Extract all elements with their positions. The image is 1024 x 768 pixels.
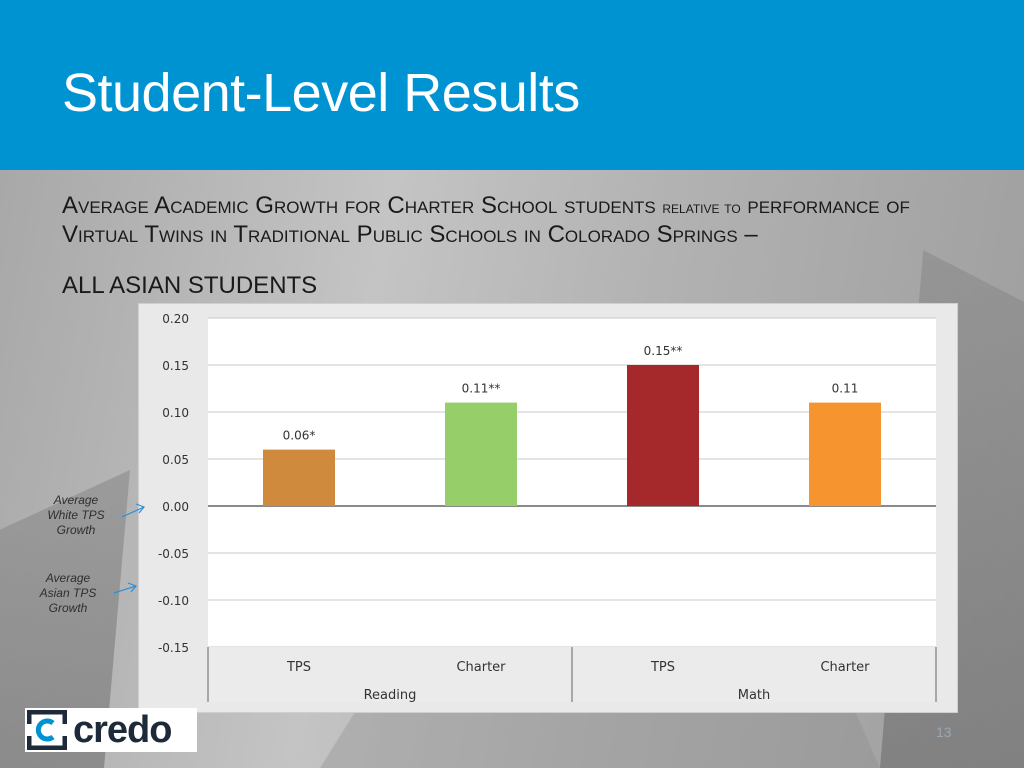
bar-chart: 0.20 0.15 0.10 0.05 0.00 -0.05 -0.10 -0.15 0.06*… [158, 312, 937, 703]
x-group-label: Math [738, 688, 771, 703]
bar [445, 402, 517, 506]
y-tick-label: -0.15 [158, 641, 189, 655]
chart-frame: 0.20 0.15 0.10 0.05 0.00 -0.05 -0.10 -0.15 0.06*… [138, 303, 958, 713]
y-tick-label: -0.05 [158, 547, 189, 561]
credo-logo: credo [25, 708, 197, 752]
arrow-white-tps [121, 506, 145, 518]
data-label: 0.15** [644, 344, 683, 358]
note-white-line2: White TPS [47, 508, 105, 522]
y-tick-label: 0.05 [162, 453, 189, 467]
y-tick-label: 0.00 [162, 500, 189, 514]
arrow-asian-tps [113, 585, 137, 594]
y-tick-label: -0.10 [158, 594, 189, 608]
x-tick-label: Charter [456, 660, 506, 675]
subtitle-part2: performance of Virtual Twins in Traditio… [62, 192, 910, 248]
bar [627, 365, 699, 506]
arrowhead-asian-tps [127, 582, 138, 593]
y-tick-label: 0.20 [162, 312, 189, 326]
page-number: 13 [936, 724, 952, 740]
credo-logo-icon [27, 710, 67, 750]
arrowhead-white-tps [135, 503, 146, 514]
page-title: Student-Level Results [62, 63, 580, 123]
note-asian-line3: Growth [48, 601, 88, 615]
data-label: 0.11** [462, 382, 501, 396]
subtitle-part1: Average Academic Growth for Charter Scho… [62, 192, 656, 219]
note-white-line1: Average [53, 493, 99, 507]
note-white-tps: Average White TPS Growth [40, 493, 112, 538]
note-asian-tps: Average Asian TPS Growth [32, 571, 104, 616]
data-label: 0.11 [832, 382, 859, 396]
bar [263, 449, 335, 506]
x-tick-label: Charter [820, 660, 870, 675]
note-white-line3: Growth [56, 523, 96, 537]
chart-subtitle-line2: ALL ASIAN STUDENTS [62, 272, 318, 299]
chart-subtitle: Average Academic Growth for Charter Scho… [62, 192, 922, 248]
y-tick-label: 0.10 [162, 406, 189, 420]
x-group-label: Reading [364, 688, 417, 703]
x-tick-label: TPS [286, 660, 311, 675]
x-tick-label: TPS [650, 660, 675, 675]
bar [809, 402, 881, 506]
subtitle-small: relative to [662, 198, 741, 217]
header-bar: Student-Level Results [0, 0, 1024, 170]
credo-logo-text: credo [73, 708, 172, 751]
note-asian-line1: Average [45, 571, 91, 585]
y-tick-label: 0.15 [162, 359, 189, 373]
data-label: 0.06* [283, 429, 316, 443]
note-asian-line2: Asian TPS [39, 586, 97, 600]
